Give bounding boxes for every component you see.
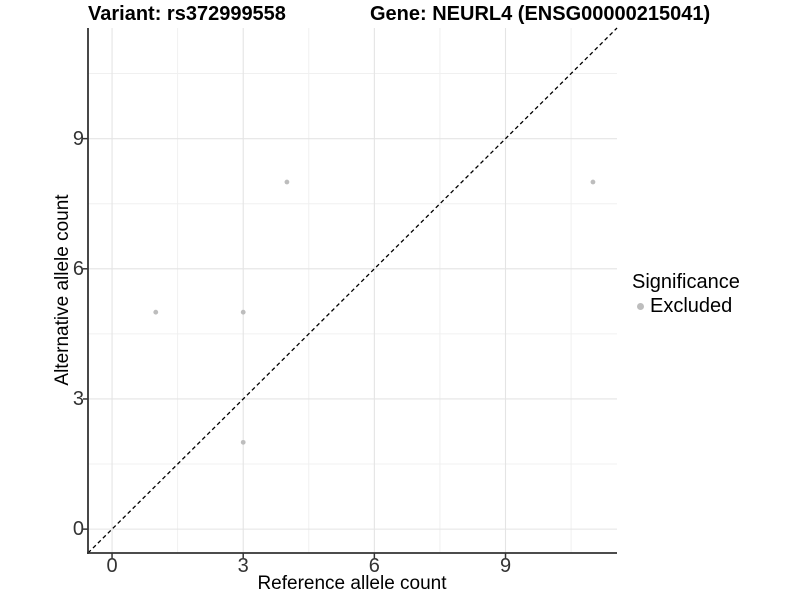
- x-tick-label: 9: [499, 555, 512, 577]
- legend-item-excluded: Excluded: [632, 295, 740, 318]
- x-tick-label: 0: [106, 555, 118, 577]
- legend-title: Significance: [632, 271, 740, 293]
- y-tick-label: 0: [72, 518, 84, 541]
- y-tick-label: 9: [72, 127, 84, 150]
- y-axis-title: Alternative allele count: [52, 194, 73, 386]
- y-tick-label: 3: [72, 387, 84, 410]
- y-tick-label: 6: [72, 257, 84, 280]
- x-tick-label: 6: [368, 555, 380, 577]
- data-point: [153, 309, 159, 315]
- plot-title-variant: Variant: rs372999558: [88, 3, 286, 25]
- data-point: [240, 439, 246, 445]
- data-point: [590, 179, 596, 185]
- x-tick-label: 3: [237, 555, 249, 577]
- data-point: [284, 179, 290, 185]
- x-axis-title: Reference allele count: [257, 573, 447, 594]
- identity-line: [87, 27, 618, 554]
- plot-title-gene: Gene: NEURL4 (ENSG00000215041): [370, 3, 711, 25]
- data-point: [240, 309, 246, 315]
- legend-item-label: Excluded: [650, 295, 733, 317]
- legend-dot-icon: [637, 303, 644, 310]
- legend: Significance Excluded: [632, 270, 740, 318]
